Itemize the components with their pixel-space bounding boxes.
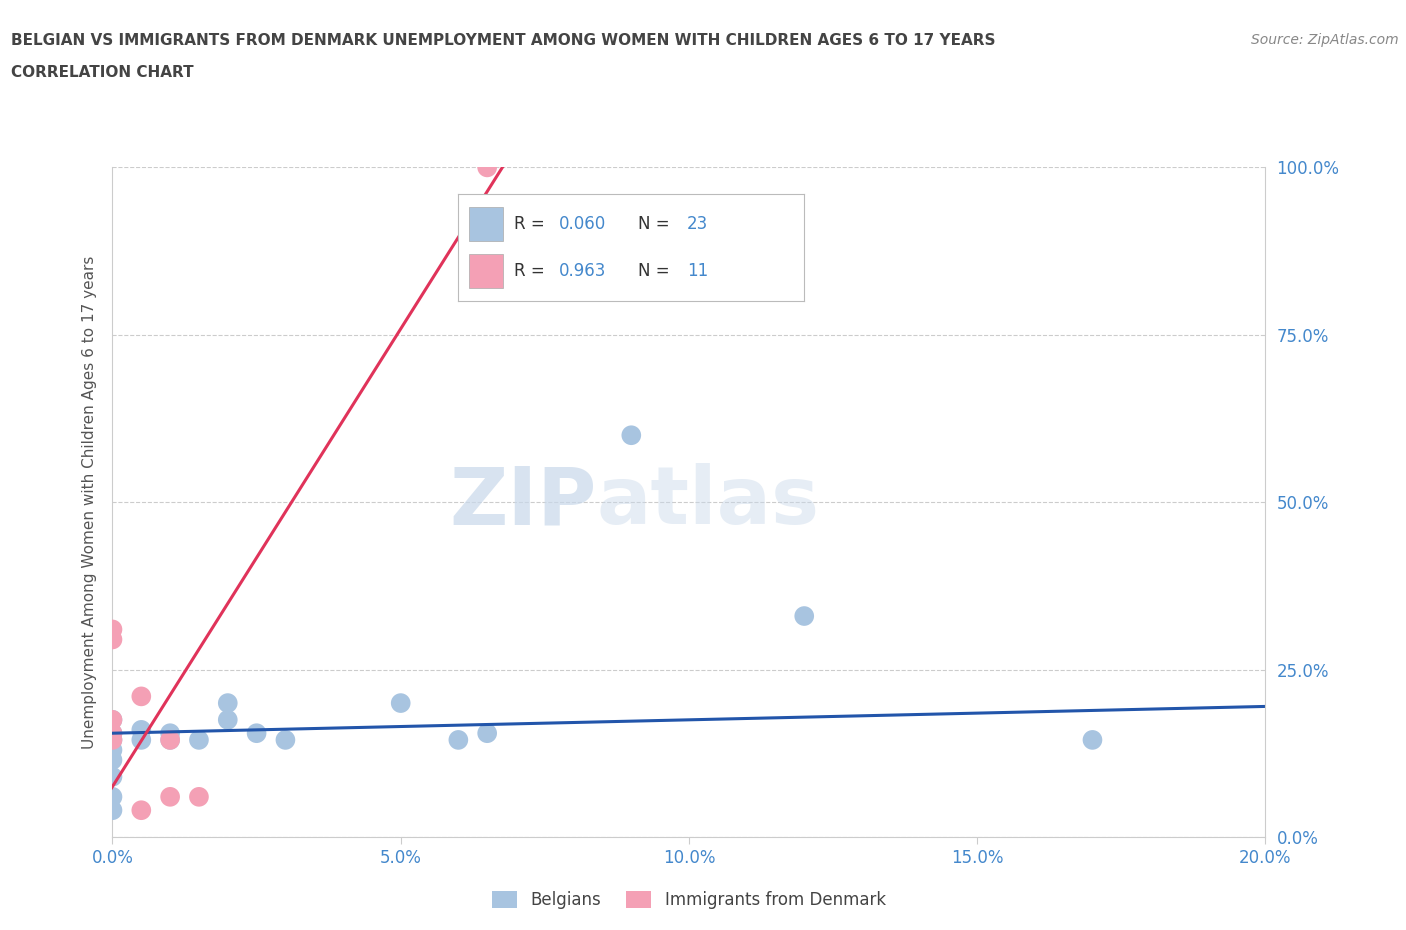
Point [101, 733, 124, 748]
Point [475, 725, 498, 740]
Point [129, 689, 153, 704]
Point [101, 733, 124, 748]
Point [389, 696, 412, 711]
Text: BELGIAN VS IMMIGRANTS FROM DENMARK UNEMPLOYMENT AMONG WOMEN WITH CHILDREN AGES 6: BELGIAN VS IMMIGRANTS FROM DENMARK UNEMP… [11, 33, 995, 47]
Point [129, 733, 153, 748]
Point [101, 725, 124, 740]
Point [159, 733, 181, 748]
Point [101, 790, 124, 804]
Point [129, 803, 153, 817]
Point [101, 803, 124, 817]
Text: atlas: atlas [596, 463, 820, 541]
Point [245, 725, 267, 740]
Text: ZIP: ZIP [450, 463, 596, 541]
Text: CORRELATION CHART: CORRELATION CHART [11, 65, 194, 80]
Point [447, 733, 470, 748]
Point [101, 742, 124, 757]
Point [159, 725, 181, 740]
Point [620, 428, 643, 443]
Point [101, 769, 124, 784]
Point [101, 712, 124, 727]
Point [793, 608, 815, 623]
Point [159, 733, 181, 748]
Point [129, 723, 153, 737]
Point [101, 752, 124, 767]
Legend: Belgians, Immigrants from Denmark: Belgians, Immigrants from Denmark [485, 884, 893, 916]
Text: Source: ZipAtlas.com: Source: ZipAtlas.com [1251, 33, 1399, 46]
Point [101, 622, 124, 637]
Point [101, 632, 124, 647]
Point [1081, 733, 1104, 748]
Point [217, 696, 239, 711]
Point [101, 712, 124, 727]
Point [101, 725, 124, 740]
Y-axis label: Unemployment Among Women with Children Ages 6 to 17 years: Unemployment Among Women with Children A… [82, 256, 97, 749]
Point [475, 160, 498, 175]
Point [188, 733, 211, 748]
Point [217, 712, 239, 727]
Point [188, 790, 211, 804]
Point [274, 733, 297, 748]
Point [159, 790, 181, 804]
